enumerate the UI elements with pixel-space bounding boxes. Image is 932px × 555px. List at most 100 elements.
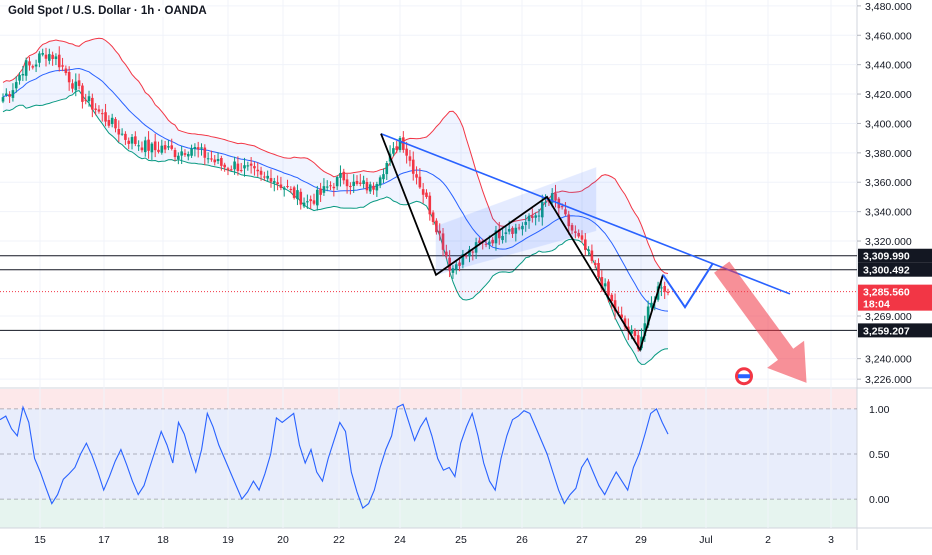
time-tick-label: 22: [333, 534, 345, 546]
candle-body: [345, 179, 349, 187]
candle-body: [173, 150, 177, 158]
candle-body: [454, 264, 458, 270]
level-price-tag: [858, 323, 932, 338]
candle-body: [312, 200, 316, 204]
candle-body: [249, 163, 253, 166]
projection-path: [662, 262, 714, 310]
candle-body: [435, 220, 438, 233]
candle-body: [167, 146, 170, 148]
candle-body: [120, 133, 124, 135]
candle-body: [117, 128, 121, 135]
time-tick-label: 15: [34, 534, 46, 546]
candle-body: [94, 108, 97, 110]
time-tick-label: 17: [98, 534, 110, 546]
candle-body: [150, 143, 154, 153]
candle-body: [438, 230, 442, 234]
candle-body: [461, 254, 465, 265]
candle-body: [57, 54, 61, 68]
candle-body: [418, 176, 422, 188]
candle-body: [18, 75, 21, 81]
price-tick-label: 3,360.000: [865, 177, 912, 189]
candle-body: [134, 136, 137, 144]
band-fill: [3, 38, 668, 365]
candle-body: [77, 80, 81, 86]
candle-body: [272, 181, 276, 183]
candle-body: [524, 221, 528, 225]
candle-body: [177, 155, 180, 160]
candle-body: [451, 268, 455, 273]
candle-body: [61, 65, 64, 67]
candle-body: [554, 193, 557, 201]
candle-body: [97, 109, 101, 112]
candle-body: [574, 231, 577, 233]
candle-body: [431, 212, 435, 222]
candle-body: [507, 229, 511, 232]
candle-body: [504, 232, 508, 235]
candle-body: [210, 158, 213, 160]
candle-body: [54, 56, 58, 59]
price-tick-label: 3,420.000: [865, 89, 912, 101]
level-price-label: 3,300.492: [863, 265, 910, 277]
candle-body: [31, 66, 35, 68]
candle-body: [309, 199, 312, 202]
candle-body: [226, 168, 230, 171]
candle-body: [392, 148, 395, 154]
candle-body: [577, 232, 580, 237]
candle-body: [130, 137, 134, 144]
price-tick-label: 3,440.000: [865, 60, 912, 72]
candle-body: [157, 149, 160, 152]
candle-body: [203, 147, 207, 158]
level-price-tag: [858, 262, 932, 277]
candle-body: [124, 133, 127, 140]
candle-body: [186, 154, 190, 157]
candle-body: [153, 141, 157, 151]
candle-body: [570, 225, 574, 231]
candle-body: [355, 180, 359, 184]
time-tick-label: 27: [576, 534, 588, 546]
candle-body: [623, 318, 627, 327]
candle-body: [382, 174, 385, 180]
candle-body: [607, 281, 610, 296]
bearish-arrow: [714, 261, 807, 383]
countdown-label: 18:04: [863, 299, 890, 311]
candle-body: [402, 137, 405, 150]
candle-body: [620, 314, 623, 318]
candle-body: [140, 147, 144, 151]
candle-body: [206, 158, 210, 160]
candle-body: [8, 93, 11, 97]
candle-body: [603, 283, 607, 287]
candle-body: [372, 185, 375, 190]
candle-body: [491, 239, 494, 244]
chart-title: Gold Spot / U.S. Dollar · 1h · OANDA: [8, 5, 207, 17]
candle-body: [335, 177, 339, 187]
price-tick-label: 3,240.000: [865, 354, 912, 366]
zigzag-pattern: [380, 133, 664, 352]
candle-body: [540, 201, 544, 218]
candle-body: [316, 189, 319, 206]
candle-body: [233, 161, 236, 170]
candle-body: [180, 151, 183, 156]
candle-body: [517, 227, 521, 229]
candle-body: [560, 206, 564, 208]
band-middle-line: [2, 67, 669, 312]
candle-body: [494, 230, 498, 244]
candle-body: [296, 190, 299, 200]
candle-body: [445, 251, 448, 257]
candle-body: [398, 137, 402, 151]
oscillator-line: [0, 403, 669, 509]
candle-body: [220, 158, 223, 166]
candle-body: [114, 118, 117, 129]
price-tick-label: 3,320.000: [865, 236, 912, 248]
candle-body: [24, 60, 28, 76]
candle-body: [322, 186, 326, 193]
price-tick-label: 3,400.000: [865, 118, 912, 130]
last-price-tag: [858, 284, 932, 311]
candle-body: [488, 241, 491, 245]
candle-body: [1, 97, 5, 102]
candle-body: [544, 201, 547, 203]
time-tick-label: 18: [157, 534, 169, 546]
candle-body: [421, 189, 425, 195]
candle-body: [352, 181, 355, 186]
